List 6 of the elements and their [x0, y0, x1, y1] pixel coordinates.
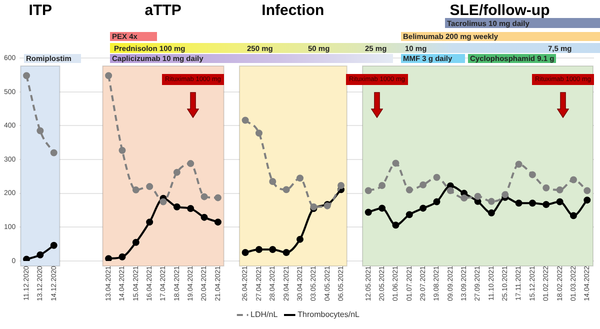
text: aTTP [144, 2, 182, 19]
text: SLE/follow-up [450, 2, 550, 19]
text: ITP [28, 2, 52, 19]
text: Infection [262, 2, 324, 19]
legend-label: LDH/nL [250, 310, 278, 320]
legend-label: Thrombocytes/nL [298, 310, 360, 320]
